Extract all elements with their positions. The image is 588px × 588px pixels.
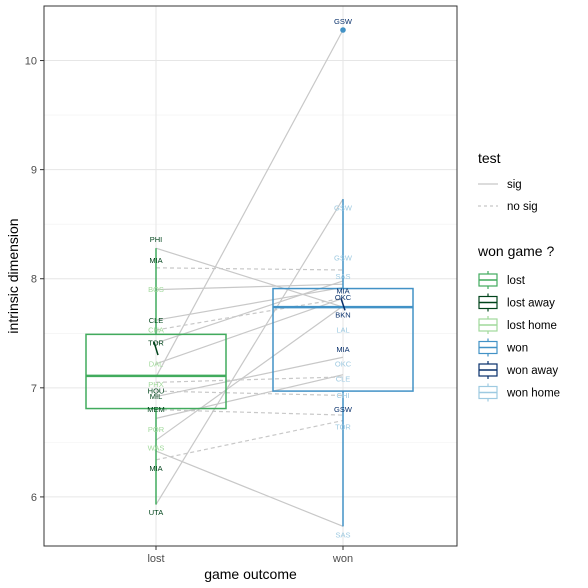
- connector-line-cle: [155, 286, 344, 321]
- y-tick-label: 10: [25, 56, 37, 68]
- y-tick-label: 9: [31, 165, 37, 177]
- connector-lines: [155, 29, 344, 527]
- y-tick-label: 6: [31, 492, 37, 504]
- team-label-bkn: BKN: [335, 310, 350, 319]
- y-tick-label: 7: [31, 383, 37, 395]
- connector-line-phi: [155, 247, 344, 308]
- mini-box-lost: [153, 341, 159, 356]
- team-label-sas: SAS: [335, 272, 350, 281]
- legend-label-won-away: won away: [506, 365, 558, 377]
- team-label-bos: BOS: [148, 285, 164, 294]
- connector-line-bos: [155, 283, 344, 291]
- y-axis-title: intrinsic dimension: [5, 218, 21, 333]
- connector-line-hou: [155, 390, 344, 397]
- team-label-cha: CHA: [148, 326, 164, 335]
- connector-line-was: [155, 305, 344, 441]
- team-label-mem: MEM: [147, 405, 165, 414]
- team-labels: PHIMIABOSCLECHATORDALPHXHOUMILMEMPORWASM…: [147, 17, 353, 540]
- team-label-phi: PHI: [150, 235, 163, 244]
- legend-label-lost: lost: [507, 275, 526, 287]
- team-label-mia: MIA: [149, 256, 162, 265]
- box-won: [272, 287, 414, 392]
- connector-line-phx: [155, 376, 344, 383]
- panel-border: [43, 5, 458, 547]
- connector-line-por: [155, 374, 344, 419]
- team-label-dal: DAL: [149, 359, 164, 368]
- connector-line-uta: [155, 198, 344, 505]
- legend-label-won: won: [506, 343, 528, 355]
- connector-line-tor: [155, 280, 344, 344]
- team-label-okc: OKC: [335, 359, 352, 368]
- legend-label-won-home: won home: [506, 388, 560, 400]
- team-label-gsw: GSW: [334, 405, 353, 414]
- x-axis-title: game outcome: [204, 566, 297, 582]
- connector-line-sas: [155, 450, 344, 527]
- team-label-mil: MIL: [150, 392, 163, 401]
- team-label-lal: LAL: [336, 326, 349, 335]
- mini-box-won: [340, 298, 346, 311]
- boxes: [85, 27, 414, 527]
- connector-line-mil: [155, 356, 344, 398]
- legend: test sig no sig won game ? lost lost away lost…: [477, 150, 560, 402]
- y-tick-label: 8: [31, 274, 37, 286]
- team-label-por: POR: [148, 425, 165, 434]
- legend-title-test: test: [478, 150, 501, 166]
- legend-label-no-sig: no sig: [507, 201, 538, 213]
- team-label-gsw: GSW: [334, 17, 353, 26]
- connector-line-dal: [155, 297, 344, 365]
- team-label-was: WAS: [148, 443, 165, 452]
- team-label-gsw: GSW: [334, 254, 353, 263]
- team-label-tor: TOR: [148, 339, 164, 348]
- legend-label-lost-away: lost away: [507, 298, 555, 310]
- team-label-gsw: GSW: [334, 203, 353, 212]
- team-label-phx: PHX: [148, 380, 163, 389]
- team-label-chi: CHI: [337, 391, 350, 400]
- team-label-okc: OKC: [335, 293, 352, 302]
- team-label-mia: MIA: [149, 464, 162, 473]
- legend-title-won-game: won game ?: [477, 243, 554, 259]
- connector-line-gsw: [155, 29, 344, 378]
- legend-label-sig: sig: [507, 179, 522, 191]
- team-label-mia: MIA: [336, 345, 349, 354]
- team-label-uta: UTA: [149, 508, 163, 517]
- connector-line-cha: [155, 297, 344, 331]
- legend-label-lost-home: lost home: [507, 320, 557, 332]
- team-label-cle: CLE: [336, 375, 351, 384]
- x-tick-label-won: won: [332, 553, 353, 565]
- team-label-hou: HOU: [148, 387, 165, 396]
- team-label-mia: MIA: [336, 286, 349, 295]
- box-lost: [85, 333, 227, 410]
- x-tick-label-lost: lost: [147, 553, 164, 565]
- team-label-sas: SAS: [335, 531, 350, 540]
- team-label-cle: CLE: [149, 316, 164, 325]
- connector-line-mia: [155, 267, 344, 271]
- axes: 6 7 8 9 10 lost won: [25, 56, 353, 565]
- outlier-point-gsw: [340, 27, 346, 33]
- team-label-tor: TOR: [335, 423, 351, 432]
